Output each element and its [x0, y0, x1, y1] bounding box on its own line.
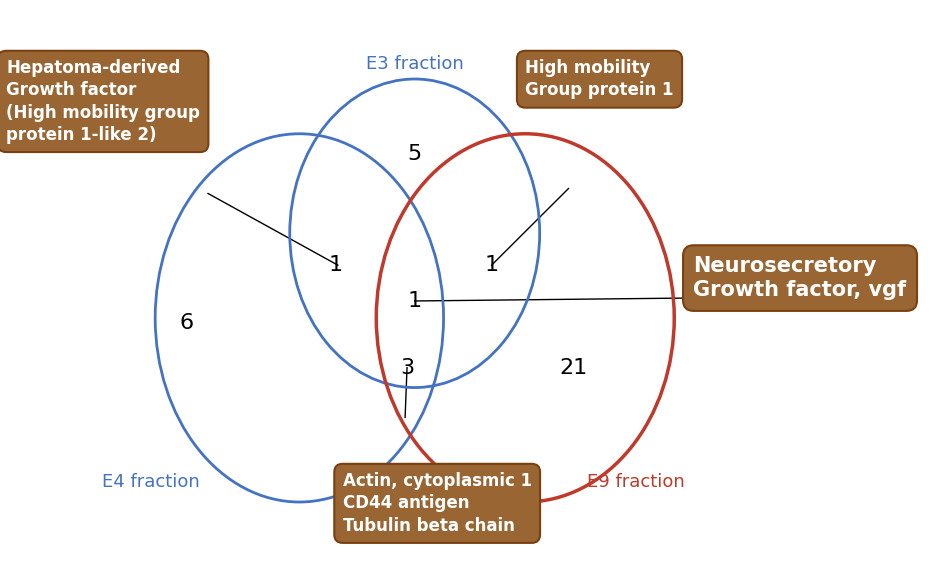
Text: 1: 1: [329, 255, 343, 275]
Text: Actin, cytoplasmic 1
CD44 antigen
Tubulin beta chain: Actin, cytoplasmic 1 CD44 antigen Tubuli…: [342, 472, 532, 534]
Text: E3 fraction: E3 fraction: [366, 55, 463, 73]
Text: 5: 5: [408, 143, 422, 163]
Text: High mobility
Group protein 1: High mobility Group protein 1: [525, 59, 673, 99]
Text: Hepatoma-derived
Growth factor
(High mobility group
protein 1-like 2): Hepatoma-derived Growth factor (High mob…: [7, 59, 200, 143]
Text: E9 fraction: E9 fraction: [587, 473, 685, 491]
Text: 6: 6: [180, 313, 194, 333]
Text: 1: 1: [485, 255, 498, 275]
Text: 3: 3: [400, 358, 414, 377]
Text: Neurosecretory
Growth factor, vgf: Neurosecretory Growth factor, vgf: [693, 256, 906, 300]
Text: 1: 1: [408, 291, 422, 311]
Text: E4 fraction: E4 fraction: [102, 473, 200, 491]
Text: 21: 21: [559, 358, 588, 377]
